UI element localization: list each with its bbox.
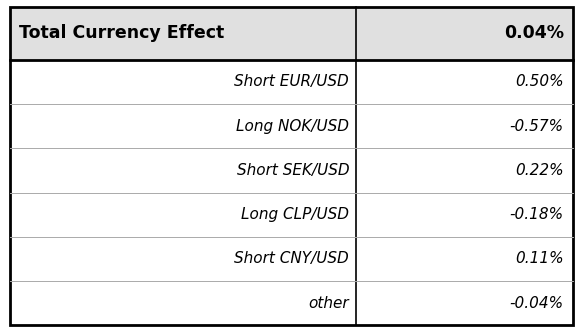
- Text: Long CLP/USD: Long CLP/USD: [241, 207, 349, 222]
- FancyBboxPatch shape: [10, 7, 573, 60]
- Text: 0.04%: 0.04%: [504, 24, 564, 42]
- Text: 0.11%: 0.11%: [515, 251, 564, 267]
- Text: 0.50%: 0.50%: [515, 74, 564, 89]
- Text: Short SEK/USD: Short SEK/USD: [237, 163, 349, 178]
- Text: -0.57%: -0.57%: [510, 119, 564, 134]
- Text: Long NOK/USD: Long NOK/USD: [236, 119, 349, 134]
- Text: Total Currency Effect: Total Currency Effect: [19, 24, 224, 42]
- Text: other: other: [308, 296, 349, 311]
- Text: Short EUR/USD: Short EUR/USD: [234, 74, 349, 89]
- Text: Short CNY/USD: Short CNY/USD: [234, 251, 349, 267]
- Text: -0.04%: -0.04%: [510, 296, 564, 311]
- Text: -0.18%: -0.18%: [510, 207, 564, 222]
- Text: 0.22%: 0.22%: [515, 163, 564, 178]
